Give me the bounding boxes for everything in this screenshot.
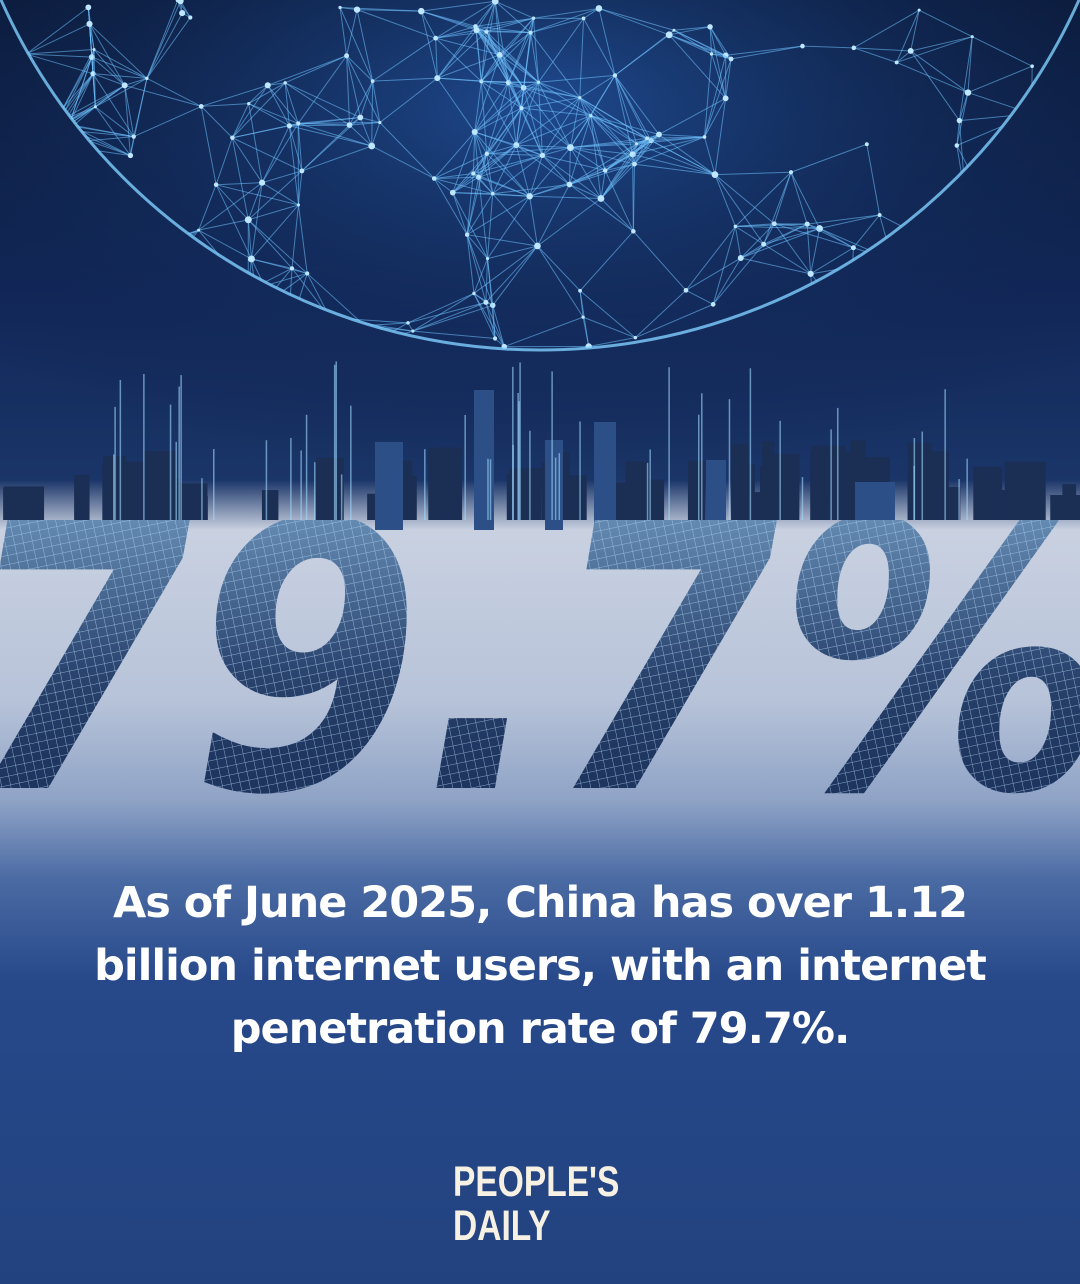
logo-line-1: PEOPLE'S: [453, 1158, 620, 1206]
logo-line-2: DAILY: [453, 1202, 551, 1250]
peoples-daily-logo: PEOPLE'S DAILY: [453, 1160, 619, 1248]
headline-figure: 79.7%: [0, 520, 1080, 820]
network-globe-and-skyline-image: [0, 0, 1080, 530]
caption-text: As of June 2025, China has over 1.12 bil…: [94, 878, 987, 1054]
headline-figure-text: 79.7%: [0, 520, 1080, 820]
